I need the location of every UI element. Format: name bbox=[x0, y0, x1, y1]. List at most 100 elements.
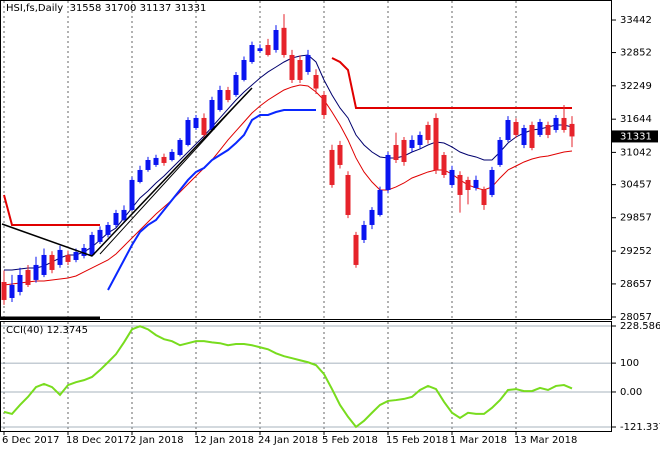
candle-body bbox=[513, 121, 519, 135]
candle-body bbox=[153, 157, 159, 165]
candle-body bbox=[177, 139, 183, 155]
line bbox=[3, 325, 573, 429]
y-tick-label: 29252 bbox=[620, 246, 652, 257]
main-header: HSI,fs,Daily 31558 31700 31137 31331 bbox=[6, 3, 206, 14]
line bbox=[3, 57, 572, 226]
y-tick-label: 31644 bbox=[620, 114, 652, 125]
x-tick-label: 5 Feb 2018 bbox=[322, 435, 378, 446]
candle-body bbox=[249, 45, 255, 62]
y-tick-label: 228.5862 bbox=[620, 321, 660, 332]
candle-body bbox=[377, 189, 383, 215]
candle-body bbox=[81, 247, 87, 256]
line bbox=[107, 108, 316, 291]
x-tick-label: 12 Jan 2018 bbox=[194, 435, 254, 446]
candle-body bbox=[41, 254, 47, 275]
candle-body bbox=[313, 75, 319, 89]
candle-body bbox=[409, 139, 415, 148]
x-tick-label: 13 Mar 2018 bbox=[514, 435, 577, 446]
candle-body bbox=[465, 179, 471, 190]
candle-body bbox=[361, 224, 367, 240]
y-tick-label: -121.337 bbox=[620, 422, 660, 433]
candle-body bbox=[385, 154, 391, 190]
line bbox=[4, 54, 573, 271]
candle-body bbox=[449, 169, 455, 185]
y-tick-label: 29857 bbox=[620, 213, 652, 224]
candle-body bbox=[297, 60, 303, 80]
candle-body bbox=[329, 149, 335, 185]
indicator-header: CCI(40) 12.3745 bbox=[6, 325, 88, 336]
candle-body bbox=[289, 54, 295, 80]
candle-body bbox=[257, 48, 263, 52]
candle-body bbox=[161, 156, 167, 163]
x-tick-label: 15 Feb 2018 bbox=[386, 435, 448, 446]
candle-body bbox=[553, 117, 559, 130]
candle-body bbox=[561, 117, 567, 130]
candle-body bbox=[457, 174, 463, 195]
candle-body bbox=[105, 224, 111, 235]
x-tick-label: 2 Jan 2018 bbox=[130, 435, 184, 446]
candle-body bbox=[241, 60, 247, 80]
candle-body bbox=[73, 251, 79, 260]
candle-body bbox=[305, 54, 311, 72]
candle-body bbox=[537, 121, 543, 135]
price-label: 31331 bbox=[620, 131, 652, 142]
y-tick-label: 0.00 bbox=[620, 387, 642, 398]
plot bbox=[1, 1, 616, 435]
indicator-value: 12.3745 bbox=[46, 325, 88, 336]
candle-body bbox=[145, 159, 151, 170]
candle-body bbox=[433, 117, 439, 170]
y-tick-label: 32852 bbox=[620, 48, 652, 59]
x-tick-label: 1 Mar 2018 bbox=[450, 435, 507, 446]
y-tick-label: 32249 bbox=[620, 81, 652, 92]
candle-body bbox=[233, 75, 239, 95]
last-close: 31331 bbox=[174, 3, 207, 14]
candle-body bbox=[49, 254, 55, 270]
candle-body bbox=[121, 209, 127, 220]
candle-body bbox=[97, 229, 103, 242]
candle-body bbox=[505, 120, 511, 140]
candle-body bbox=[65, 254, 71, 262]
x-tick-label: 18 Dec 2017 bbox=[66, 435, 130, 446]
candle-body bbox=[321, 94, 327, 115]
last-low: 31137 bbox=[139, 3, 172, 14]
candle-body bbox=[273, 30, 279, 50]
x-tick-label: 24 Jan 2018 bbox=[258, 435, 318, 446]
candle-body bbox=[489, 169, 495, 195]
y-tick-label: 30457 bbox=[620, 180, 652, 191]
y-tick-label: 28657 bbox=[620, 279, 652, 290]
y-tick-label: 31042 bbox=[620, 147, 652, 158]
candle-body bbox=[569, 123, 575, 137]
trend-line bbox=[99, 93, 247, 255]
candle-body bbox=[25, 269, 31, 285]
candle-body bbox=[521, 128, 527, 145]
y-tick-label: 33442 bbox=[620, 15, 652, 26]
candle-body bbox=[345, 174, 351, 215]
y-tick-label: 100 bbox=[620, 358, 639, 369]
candle-body bbox=[393, 144, 399, 160]
candle-body bbox=[481, 189, 487, 205]
candle-body bbox=[545, 124, 551, 135]
price-label-box bbox=[612, 130, 658, 143]
line bbox=[3, 84, 573, 286]
y-tick-label: 28057 bbox=[620, 312, 652, 323]
candle-body bbox=[401, 139, 407, 162]
candle-body bbox=[529, 124, 535, 148]
candle-body bbox=[57, 249, 63, 265]
candle-body bbox=[209, 99, 215, 130]
candle-body bbox=[1, 281, 7, 300]
candle-body bbox=[185, 120, 191, 145]
candle-body bbox=[113, 212, 119, 225]
candle-body bbox=[169, 151, 175, 160]
last-open: 31558 bbox=[69, 3, 102, 14]
candle-body bbox=[417, 134, 423, 145]
trend-line bbox=[1, 223, 93, 257]
candle-body bbox=[473, 179, 479, 188]
candle-body bbox=[225, 90, 231, 100]
candle-body bbox=[281, 27, 287, 55]
main-frame bbox=[0, 0, 612, 320]
candle-body bbox=[217, 90, 223, 110]
candle-body bbox=[425, 124, 431, 140]
candle-body bbox=[129, 179, 135, 210]
